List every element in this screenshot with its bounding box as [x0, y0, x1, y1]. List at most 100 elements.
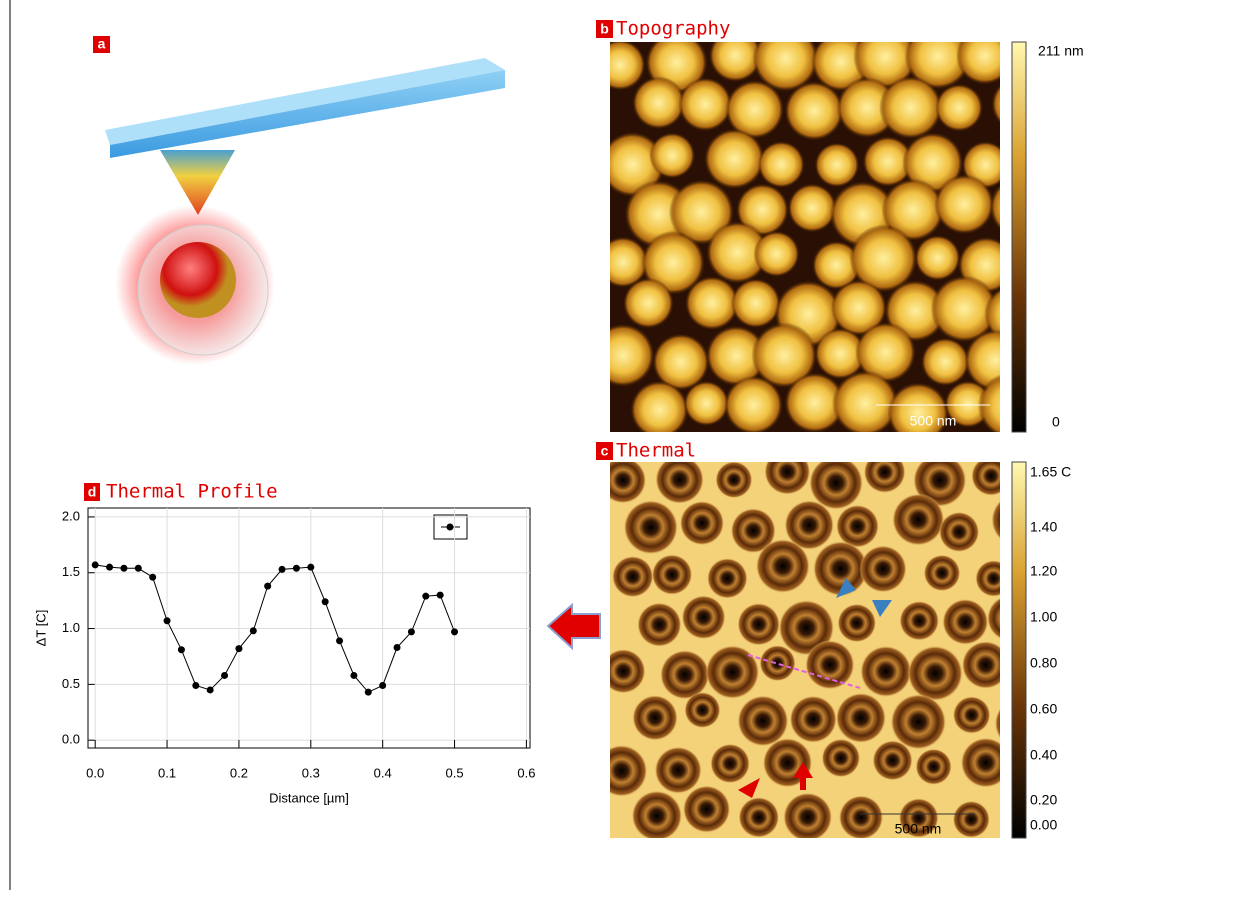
data-point [264, 583, 271, 590]
scale-bar-label: 500 nm [895, 821, 942, 837]
colorbar-label: 0 [1052, 414, 1060, 430]
data-point [379, 682, 386, 689]
x-tick-label: 0.6 [517, 765, 535, 780]
particle [939, 512, 979, 552]
x-tick-label: 0.2 [230, 765, 248, 780]
panel-label: d [88, 484, 97, 500]
particle [759, 645, 795, 681]
panel-title: Thermal [616, 440, 696, 462]
particle [595, 39, 646, 90]
colorbar-label: 0.60 [1030, 701, 1057, 717]
particle [637, 603, 681, 647]
data-point [336, 637, 343, 644]
particle [899, 601, 939, 641]
particle [915, 235, 960, 280]
particle [623, 278, 674, 329]
particle [591, 324, 654, 387]
particle [632, 76, 685, 129]
particle [872, 740, 912, 780]
particle [715, 461, 752, 498]
figure: a b Topography 500 nm 211 nm 0 c Thermal… [0, 0, 1248, 903]
particle [652, 554, 693, 595]
tip [160, 150, 235, 215]
particle [600, 457, 647, 504]
particle [737, 603, 780, 646]
particle [975, 560, 1012, 597]
particle [731, 278, 781, 328]
x-axis-label: Distance [µm] [269, 790, 349, 805]
particle [788, 184, 837, 233]
particle [756, 539, 810, 593]
particle [837, 604, 876, 643]
particle [860, 646, 911, 697]
panel-label: c [601, 443, 609, 459]
data-point [149, 574, 156, 581]
particle [764, 449, 810, 495]
particle [684, 381, 729, 426]
x-tick-label: 0.5 [445, 765, 463, 780]
particle [953, 801, 990, 838]
particle [915, 749, 951, 785]
particle [783, 792, 832, 841]
panel-label: a [98, 36, 106, 52]
particle [685, 276, 739, 330]
particle [655, 455, 704, 504]
particle [680, 501, 724, 545]
data-point [365, 689, 372, 696]
particle [789, 696, 836, 743]
colorbar-label: 1.65 C [1030, 464, 1071, 480]
particle [630, 381, 688, 439]
data-point [178, 646, 185, 653]
data-point [293, 565, 300, 572]
topography-image [591, 23, 1051, 444]
colorbar-label: 0.00 [1030, 817, 1057, 833]
data-point [235, 645, 242, 652]
particle [836, 693, 886, 743]
particle [907, 646, 962, 701]
particle [632, 790, 683, 841]
y-tick-label: 1.0 [62, 620, 80, 635]
thermal-image [595, 449, 1046, 842]
y-tick-label: 1.5 [62, 564, 80, 579]
particle [934, 174, 994, 234]
particle [805, 640, 854, 689]
particle [935, 84, 983, 132]
colorbar-label: 0.80 [1030, 655, 1057, 671]
data-point [437, 592, 444, 599]
x-tick-label: 0.3 [302, 765, 320, 780]
particle [684, 692, 720, 728]
particle [738, 797, 779, 838]
data-point [422, 593, 429, 600]
data-point [408, 628, 415, 635]
data-point [451, 628, 458, 635]
particle [971, 456, 1011, 496]
particle [678, 77, 732, 131]
particle [595, 745, 647, 797]
particle [921, 338, 969, 386]
colorbar-label: 1.40 [1030, 519, 1057, 535]
particle [655, 747, 702, 794]
particle [707, 558, 748, 599]
chart-title: Thermal Profile [106, 481, 278, 503]
panel-label: b [600, 21, 609, 37]
particle [160, 242, 236, 318]
particle [822, 739, 861, 778]
plot-frame [88, 508, 530, 748]
data-point [192, 682, 199, 689]
legend-marker [447, 524, 454, 531]
data-point [164, 617, 171, 624]
scale-bar-label: 500 nm [910, 413, 957, 429]
arrow [548, 605, 600, 648]
particle [612, 556, 654, 598]
data-point [394, 644, 401, 651]
particle [953, 696, 991, 734]
particle [754, 231, 800, 277]
particle [683, 785, 731, 833]
colorbar-label: 1.00 [1030, 609, 1057, 625]
particle [832, 370, 898, 436]
particle [815, 143, 860, 188]
particle [924, 555, 961, 592]
particle [682, 595, 726, 639]
particle [987, 595, 1034, 642]
particle [704, 129, 765, 190]
